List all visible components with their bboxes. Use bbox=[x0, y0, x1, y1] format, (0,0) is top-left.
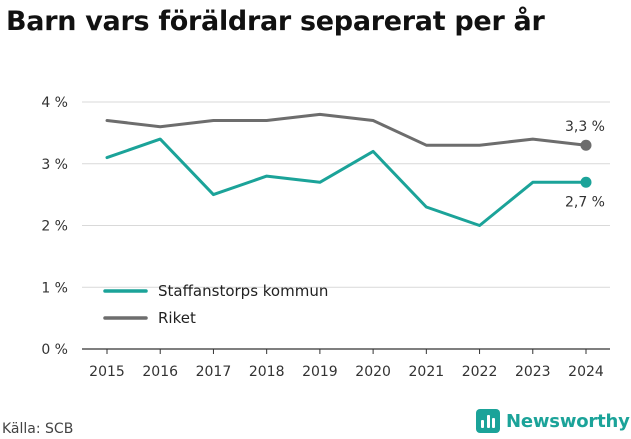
x-tick-label: 2015 bbox=[89, 364, 125, 380]
x-tick-label: 2024 bbox=[568, 364, 604, 380]
x-tick-label: 2017 bbox=[196, 364, 232, 380]
legend-label-riket: Riket bbox=[158, 309, 196, 327]
series-end-label-kommun: 2,7 % bbox=[565, 194, 605, 210]
y-tick-label: 4 % bbox=[41, 95, 68, 111]
series-end-point-riket bbox=[580, 139, 592, 151]
x-tick-label: 2022 bbox=[462, 364, 498, 380]
x-tick-label: 2020 bbox=[355, 364, 391, 380]
chart-title: Barn vars föräldrar separerat per år bbox=[6, 6, 545, 37]
y-tick-label: 2 % bbox=[41, 219, 68, 235]
series-line-riket bbox=[105, 112, 588, 147]
source-note: Källa: SCB bbox=[2, 421, 74, 437]
x-tick-label: 2016 bbox=[142, 364, 178, 380]
y-tick-label: 0 % bbox=[41, 342, 68, 358]
series-end-point-kommun bbox=[580, 176, 592, 188]
x-tick-label: 2023 bbox=[515, 364, 551, 380]
brand-name: Newsworthy bbox=[506, 410, 630, 432]
legend-label-kommun: Staffanstorps kommun bbox=[158, 282, 328, 300]
series-line-kommun bbox=[105, 137, 588, 227]
line-chart: 0 % 1 % 2 % 3 % 4 % 2015 2016 2017 2018 2019 2020 2… bbox=[41, 95, 610, 380]
bar-chart-icon bbox=[476, 409, 500, 433]
x-tick-label: 2021 bbox=[409, 364, 445, 380]
brand-logo: Newsworthy bbox=[476, 409, 630, 433]
y-tick-label: 3 % bbox=[41, 157, 68, 173]
y-tick-label: 1 % bbox=[41, 280, 68, 296]
series-end-label-riket: 3,3 % bbox=[565, 119, 605, 135]
x-tick-label: 2019 bbox=[302, 364, 338, 380]
x-tick-label: 2018 bbox=[249, 364, 285, 380]
